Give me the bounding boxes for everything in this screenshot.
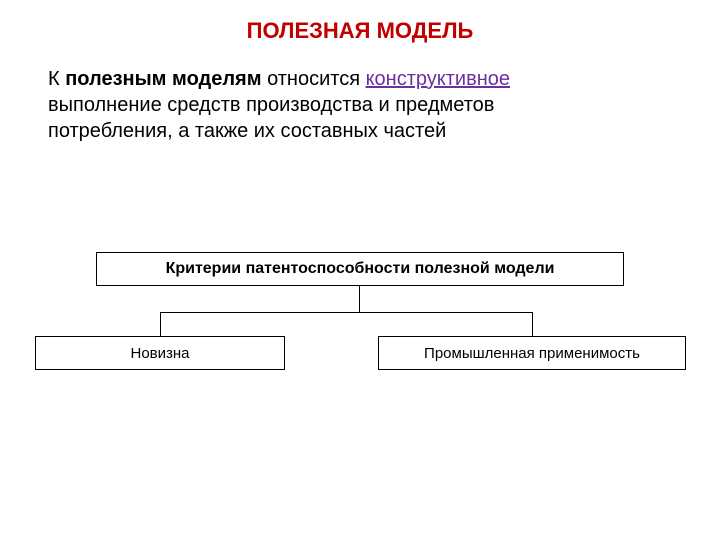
- text-fragment: относится: [262, 68, 366, 90]
- slide: ПОЛЕЗНАЯ МОДЕЛЬ К полезным моделям относ…: [0, 0, 720, 540]
- definition-paragraph: К полезным моделям относится конструктив…: [48, 66, 510, 144]
- node-n2: Промышленная применимость: [378, 336, 686, 370]
- node-root: Критерии патентоспособности полезной мод…: [96, 252, 624, 286]
- connector: [160, 312, 533, 313]
- connector: [160, 312, 161, 336]
- text-fragment: К: [48, 68, 65, 90]
- node-n1: Новизна: [35, 336, 285, 370]
- connector: [532, 312, 533, 336]
- text-bold: полезным моделям: [65, 68, 261, 90]
- para-line-1: К полезным моделям относится конструктив…: [48, 66, 510, 92]
- link-constructive[interactable]: конструктивное: [366, 68, 510, 90]
- para-line-2: выполнение средств производства и предме…: [48, 92, 510, 118]
- para-line-3: потребления, а также их составных частей: [48, 118, 510, 144]
- page-title: ПОЛЕЗНАЯ МОДЕЛЬ: [0, 18, 720, 44]
- connector: [359, 286, 360, 312]
